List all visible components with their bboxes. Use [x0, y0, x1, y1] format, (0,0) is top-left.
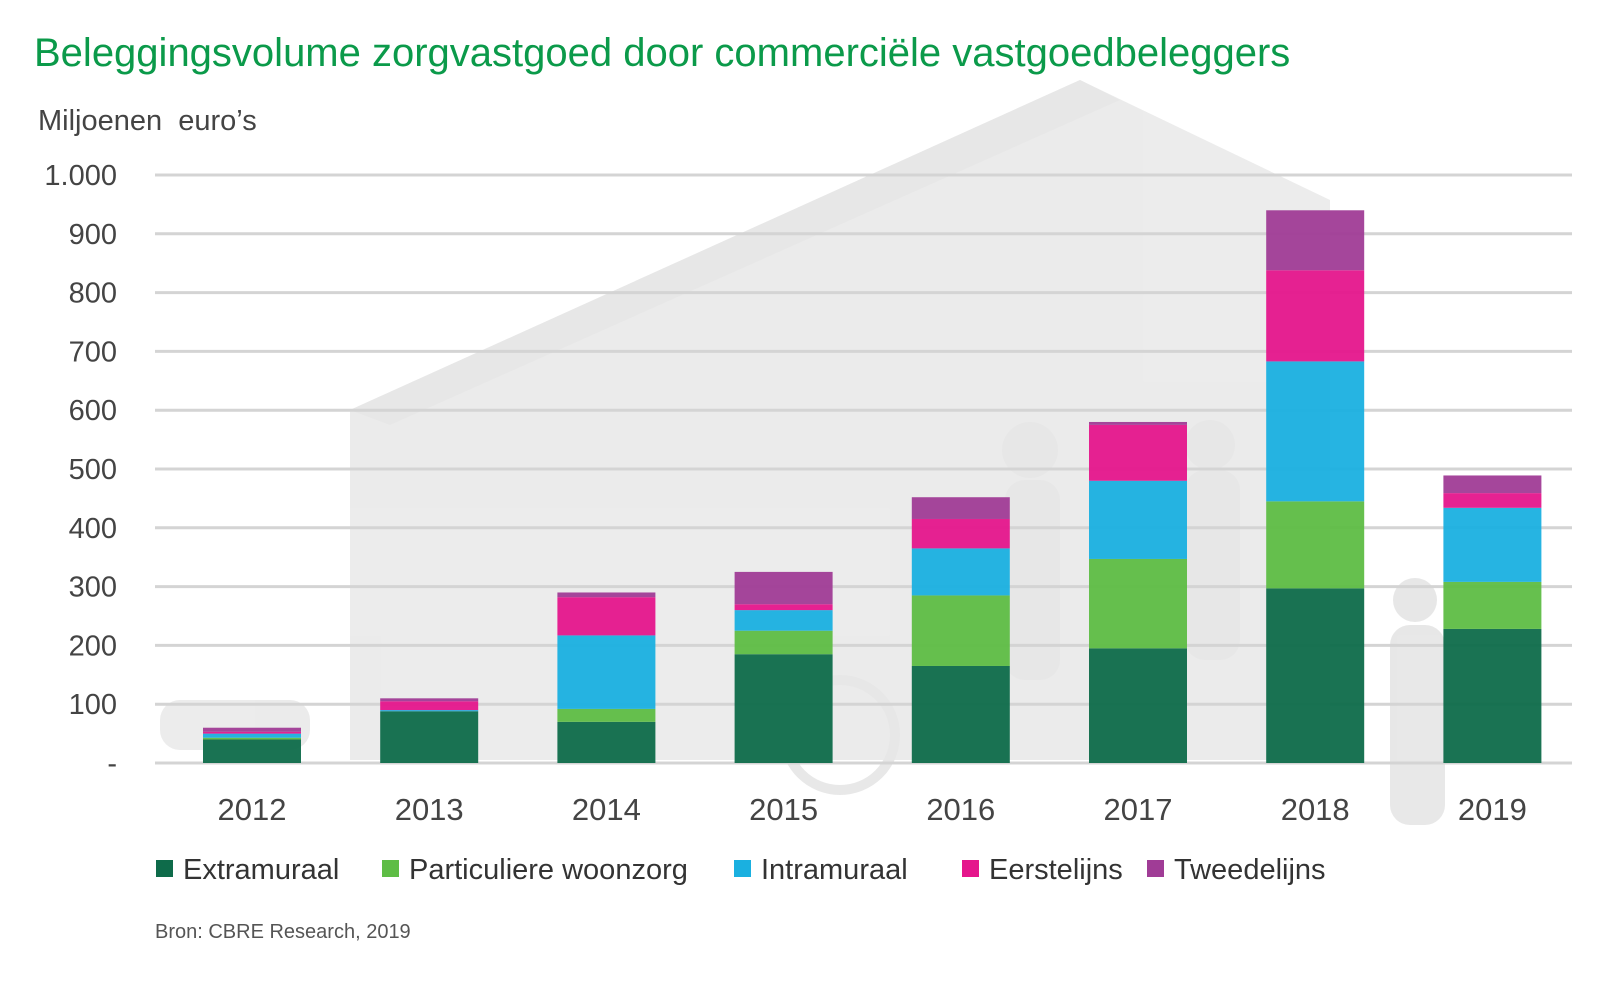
bar-2014-extramuraal: [557, 721, 656, 763]
bar-2014-tweedelijns: [557, 592, 656, 598]
bar-2015-tweedelijns: [734, 571, 833, 605]
x-tick-label: 2016: [926, 792, 995, 827]
bar-2017-intramuraal: [1089, 480, 1187, 559]
legend-label: Eerstelijns: [989, 854, 1123, 886]
bar-2013-extramuraal: [380, 711, 479, 763]
bars: [203, 210, 1542, 763]
bar-2018-eerstelijns: [1266, 270, 1365, 362]
bar-2012-particuliere-woonzorg: [203, 737, 301, 740]
bar-2014-intramuraal: [557, 635, 656, 709]
source-note: Bron: CBRE Research, 2019: [155, 921, 411, 943]
bar-2018-particuliere-woonzorg: [1266, 501, 1365, 589]
bar-2015-extramuraal: [734, 654, 833, 763]
bar-2019-tweedelijns: [1443, 475, 1542, 494]
y-tick-label: 100: [69, 689, 117, 721]
x-tick-label: 2012: [218, 792, 287, 827]
legend-label: Tweedelijns: [1174, 854, 1326, 886]
bar-2012-intramuraal: [203, 733, 301, 738]
x-tick-label: 2014: [572, 792, 641, 827]
bar-2014-particuliere-woonzorg: [557, 708, 656, 722]
legend-label: Extramuraal: [183, 854, 339, 886]
bar-2018-intramuraal: [1266, 361, 1365, 502]
bar-2016-tweedelijns: [911, 497, 1010, 519]
y-axis-ticks: - 100 200 300 400 500 600 700 800 900 1.000: [44, 160, 117, 780]
bar-2012-eerstelijns: [203, 731, 301, 734]
x-tick-label: 2018: [1281, 792, 1350, 827]
legend-label: Particuliere woonzorg: [409, 854, 688, 886]
legend-swatch: [156, 860, 173, 877]
legend: Extramuraal Particuliere woonzorg Intramur…: [156, 854, 1326, 886]
bar-2018-extramuraal: [1266, 588, 1365, 763]
bar-2013-intramuraal: [380, 710, 479, 712]
bar-2015-eerstelijns: [734, 604, 833, 611]
chart-title: Beleggingsvolume zorgvastgoed door comme…: [34, 31, 1290, 75]
y-tick-label: 1.000: [44, 160, 117, 192]
bar-2018-tweedelijns: [1266, 210, 1365, 271]
legend-swatch: [1147, 860, 1164, 877]
y-tick-label: 800: [69, 278, 117, 310]
x-tick-label: 2017: [1104, 792, 1173, 827]
x-axis-ticks: 2012 2013 2014 2015 2016 2017 2018 2019: [218, 792, 1527, 827]
bar-2012-tweedelijns: [203, 727, 301, 732]
bar-2017-particuliere-woonzorg: [1089, 558, 1187, 649]
bar-2019-extramuraal: [1443, 628, 1542, 763]
x-tick-label: 2019: [1458, 792, 1527, 827]
legend-swatch: [382, 860, 399, 877]
background-illustration: [160, 80, 1445, 825]
bar-2016-intramuraal: [911, 548, 1010, 596]
bar-2017-tweedelijns: [1089, 421, 1187, 425]
y-tick-label: 400: [69, 513, 117, 545]
y-tick-label: 700: [69, 336, 117, 368]
y-tick-label: 200: [69, 630, 117, 662]
bar-2019-intramuraal: [1443, 507, 1542, 582]
bar-2015-particuliere-woonzorg: [734, 630, 833, 655]
bar-2019-eerstelijns: [1443, 493, 1542, 508]
y-axis-label: Miljoenen euro’s: [38, 105, 257, 137]
legend-swatch: [734, 860, 751, 877]
legend-label: Intramuraal: [761, 854, 908, 886]
x-tick-label: 2015: [749, 792, 818, 827]
bar-2014-eerstelijns: [557, 597, 656, 636]
y-tick-label: 500: [69, 454, 117, 486]
y-tick-label: 600: [69, 395, 117, 427]
bar-2016-eerstelijns: [911, 518, 1010, 549]
legend-swatch: [962, 860, 979, 877]
y-tick-label: -: [107, 748, 117, 780]
y-tick-label: 300: [69, 572, 117, 604]
bar-2013-eerstelijns: [380, 701, 479, 711]
bar-2016-extramuraal: [911, 665, 1010, 763]
bar-2013-tweedelijns: [380, 698, 479, 702]
bar-2019-particuliere-woonzorg: [1443, 581, 1542, 629]
bar-2017-eerstelijns: [1089, 424, 1187, 481]
bar-2016-particuliere-woonzorg: [911, 595, 1010, 666]
x-tick-label: 2013: [395, 792, 464, 827]
bar-2017-extramuraal: [1089, 648, 1187, 763]
y-tick-label: 900: [69, 219, 117, 251]
bar-2015-intramuraal: [734, 610, 833, 631]
bar-2012-extramuraal: [203, 739, 301, 763]
